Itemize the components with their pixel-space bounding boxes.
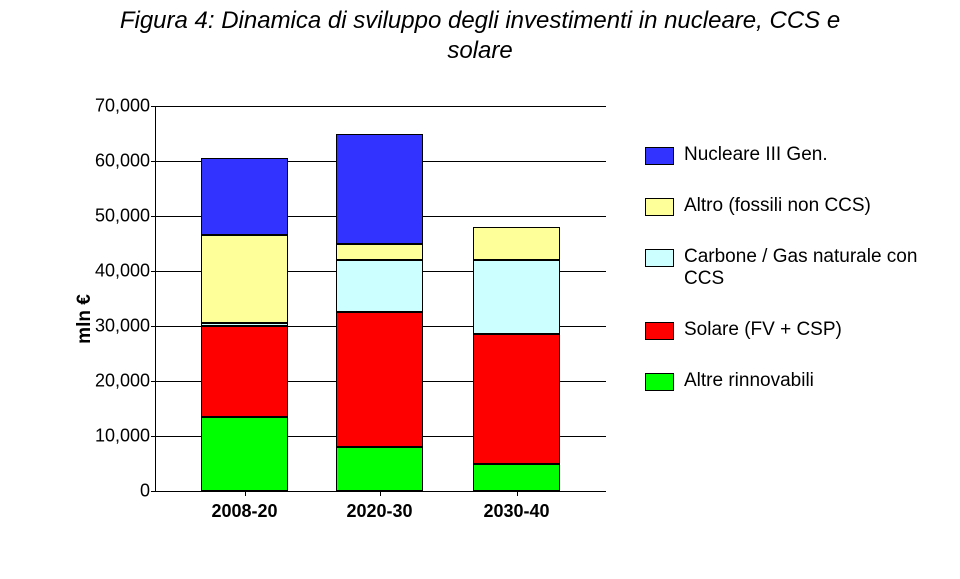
y-tick: [151, 381, 156, 382]
chart-title-line1: Figura 4: Dinamica di sviluppo degli inv…: [120, 7, 840, 34]
bar-segment: [336, 447, 423, 491]
bar-segment: [336, 312, 423, 447]
legend-item: Altro (fossili non CCS): [645, 195, 919, 218]
x-tick-label: 2008-20: [211, 501, 277, 522]
x-tick: [517, 491, 518, 496]
y-tick-label: 40,000: [90, 261, 150, 282]
legend-label: Nucleare III Gen.: [684, 144, 828, 167]
plot-region: 010,00020,00030,00040,00050,00060,00070,…: [155, 106, 606, 492]
legend-swatch: [645, 147, 674, 165]
legend-label: Carbone / Gas naturale con CCS: [684, 246, 919, 292]
legend-swatch: [645, 322, 674, 340]
bar-segment: [201, 323, 288, 326]
legend-item: Carbone / Gas naturale con CCS: [645, 246, 919, 292]
chart-title-line2: solare: [447, 37, 512, 64]
legend-item: Altre rinnovabili: [645, 370, 919, 393]
legend-label: Solare (FV + CSP): [684, 319, 842, 342]
x-tick: [245, 491, 246, 496]
bar-segment: [473, 334, 560, 463]
x-tick: [380, 491, 381, 496]
bar-segment: [473, 464, 560, 492]
legend-item: Nucleare III Gen.: [645, 144, 919, 167]
bar-segment: [201, 326, 288, 417]
y-tick: [151, 326, 156, 327]
bar-segment: [473, 227, 560, 260]
legend-swatch: [645, 198, 674, 216]
y-tick-label: 0: [90, 481, 150, 502]
x-tick-label: 2030-40: [483, 501, 549, 522]
y-tick: [151, 106, 156, 107]
y-tick: [151, 436, 156, 437]
bar-segment: [201, 158, 288, 235]
y-tick-label: 50,000: [90, 206, 150, 227]
y-tick-label: 60,000: [90, 151, 150, 172]
y-tick-label: 70,000: [90, 96, 150, 117]
chart-area: mln € 010,00020,00030,00040,00050,00060,…: [0, 84, 960, 554]
y-tick-label: 20,000: [90, 371, 150, 392]
legend-label: Altro (fossili non CCS): [684, 195, 871, 218]
bar-segment: [336, 134, 423, 244]
bar-segment: [336, 260, 423, 312]
y-tick: [151, 491, 156, 492]
y-tick: [151, 216, 156, 217]
legend-swatch: [645, 373, 674, 391]
bar-segment: [201, 235, 288, 323]
legend-label: Altre rinnovabili: [684, 370, 814, 393]
legend: Nucleare III Gen. Altro (fossili non CCS)…: [645, 144, 919, 421]
legend-item: Solare (FV + CSP): [645, 319, 919, 342]
y-tick: [151, 271, 156, 272]
y-tick-label: 10,000: [90, 426, 150, 447]
y-tick-label: 30,000: [90, 316, 150, 337]
x-tick-label: 2020-30: [346, 501, 412, 522]
gridline: [156, 106, 606, 107]
y-tick: [151, 161, 156, 162]
bar-segment: [473, 260, 560, 334]
bar-segment: [336, 244, 423, 261]
bar-segment: [201, 417, 288, 491]
legend-swatch: [645, 249, 674, 267]
